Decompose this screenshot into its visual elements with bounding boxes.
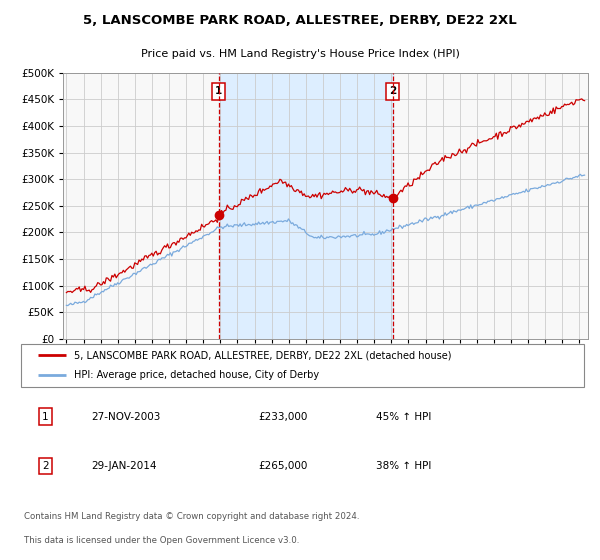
Bar xyxy=(218,73,393,339)
Text: This data is licensed under the Open Government Licence v3.0.: This data is licensed under the Open Gov… xyxy=(24,536,299,545)
Text: 5, LANSCOMBE PARK ROAD, ALLESTREE, DERBY, DE22 2XL (detached house): 5, LANSCOMBE PARK ROAD, ALLESTREE, DERBY… xyxy=(74,350,452,360)
Text: £265,000: £265,000 xyxy=(259,461,308,471)
Text: 2: 2 xyxy=(389,86,397,96)
FancyBboxPatch shape xyxy=(21,343,584,387)
Text: 1: 1 xyxy=(215,86,222,96)
Text: 38% ↑ HPI: 38% ↑ HPI xyxy=(376,461,431,471)
Text: Price paid vs. HM Land Registry's House Price Index (HPI): Price paid vs. HM Land Registry's House … xyxy=(140,49,460,59)
Text: £233,000: £233,000 xyxy=(259,412,308,422)
Text: 2: 2 xyxy=(42,461,49,471)
Text: 1: 1 xyxy=(42,412,49,422)
Text: Contains HM Land Registry data © Crown copyright and database right 2024.: Contains HM Land Registry data © Crown c… xyxy=(24,512,359,521)
Text: 45% ↑ HPI: 45% ↑ HPI xyxy=(376,412,431,422)
Text: HPI: Average price, detached house, City of Derby: HPI: Average price, detached house, City… xyxy=(74,370,319,380)
Text: 29-JAN-2014: 29-JAN-2014 xyxy=(91,461,157,471)
Text: 27-NOV-2003: 27-NOV-2003 xyxy=(91,412,160,422)
Text: 5, LANSCOMBE PARK ROAD, ALLESTREE, DERBY, DE22 2XL: 5, LANSCOMBE PARK ROAD, ALLESTREE, DERBY… xyxy=(83,14,517,27)
